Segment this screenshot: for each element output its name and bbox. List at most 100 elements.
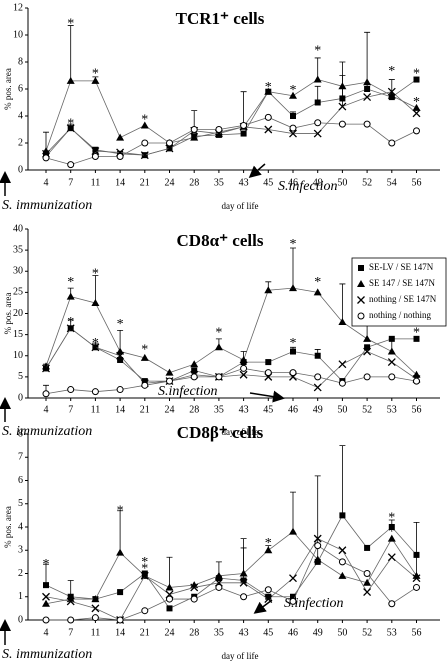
data-point bbox=[165, 144, 174, 153]
data-point bbox=[363, 588, 372, 597]
data-point bbox=[364, 344, 371, 351]
data-point bbox=[264, 113, 272, 121]
significance-star: * bbox=[314, 275, 321, 290]
data-point bbox=[412, 103, 421, 111]
infection-label: S.infection bbox=[158, 384, 218, 399]
data-point bbox=[240, 364, 248, 372]
data-point bbox=[215, 583, 223, 591]
significance-star: * bbox=[388, 64, 395, 79]
data-point bbox=[387, 553, 396, 562]
significance-star: * bbox=[141, 343, 148, 358]
x-tick-label: 49 bbox=[313, 627, 323, 638]
infection-arrow bbox=[248, 163, 266, 178]
data-point bbox=[190, 133, 199, 141]
data-point bbox=[166, 377, 173, 385]
data-point bbox=[91, 147, 100, 156]
error-bar bbox=[290, 247, 296, 289]
data-point bbox=[141, 381, 149, 389]
data-point bbox=[338, 317, 347, 325]
legend-box bbox=[351, 257, 447, 327]
significance-star: * bbox=[290, 336, 297, 351]
x-tick-label: 52 bbox=[362, 627, 372, 638]
error-bar bbox=[339, 445, 346, 516]
data-point bbox=[338, 571, 347, 579]
data-point bbox=[140, 121, 149, 129]
legend-label: SE 147 / SE 147N bbox=[369, 278, 436, 288]
data-point bbox=[141, 378, 148, 385]
y-axis-label: % pos. area bbox=[3, 293, 13, 335]
significance-star: * bbox=[388, 511, 395, 526]
x-tick-label: 4 bbox=[44, 177, 49, 188]
data-point bbox=[215, 126, 223, 133]
x-tick-label: 35 bbox=[214, 627, 224, 638]
y-tick-label: 0 bbox=[18, 164, 23, 175]
significance-star: * bbox=[92, 67, 99, 82]
error-bar bbox=[117, 510, 124, 553]
error-bar bbox=[67, 25, 74, 81]
series-line bbox=[45, 79, 417, 152]
x-tick-label: 35 bbox=[214, 177, 224, 188]
data-point bbox=[387, 358, 396, 367]
data-point bbox=[191, 367, 198, 374]
y-tick-label: 30 bbox=[13, 266, 23, 277]
series-line bbox=[45, 531, 417, 605]
data-point bbox=[116, 133, 125, 141]
significance-star: * bbox=[215, 326, 222, 341]
error-bar bbox=[166, 556, 173, 588]
x-tick-label: 46 bbox=[288, 177, 298, 188]
data-point bbox=[290, 348, 296, 355]
y-tick-label: 1 bbox=[18, 591, 23, 602]
y-tick-label: 6 bbox=[18, 475, 23, 486]
series-line bbox=[45, 91, 417, 156]
data-point bbox=[190, 360, 199, 368]
data-point bbox=[412, 109, 421, 118]
series-line bbox=[45, 327, 417, 382]
significance-star: * bbox=[388, 525, 395, 540]
data-point bbox=[313, 129, 322, 138]
data-point bbox=[92, 146, 99, 153]
error-bar bbox=[43, 563, 49, 586]
data-point bbox=[43, 582, 49, 589]
data-point bbox=[66, 292, 75, 300]
data-point bbox=[240, 577, 247, 584]
x-tick-label: 24 bbox=[165, 627, 175, 638]
y-tick-label: 25 bbox=[13, 287, 23, 298]
y-axis-label: % pos. area bbox=[3, 68, 13, 110]
data-point bbox=[264, 369, 272, 377]
data-point bbox=[66, 76, 75, 84]
data-point bbox=[67, 161, 75, 169]
data-point bbox=[239, 578, 248, 587]
data-point bbox=[42, 364, 50, 373]
significance-star: * bbox=[413, 67, 420, 82]
data-point bbox=[413, 583, 420, 591]
data-point bbox=[338, 360, 347, 369]
data-point bbox=[140, 353, 149, 361]
data-point bbox=[91, 298, 100, 306]
data-point bbox=[165, 583, 174, 591]
y-tick-label: 8 bbox=[18, 56, 23, 67]
data-point bbox=[338, 558, 346, 566]
y-tick-label: 10 bbox=[13, 350, 23, 361]
x-tick-label: 24 bbox=[165, 404, 175, 415]
data-point bbox=[264, 546, 273, 554]
x-tick-label: 11 bbox=[91, 404, 101, 415]
series-line bbox=[45, 514, 417, 609]
data-point bbox=[363, 373, 371, 381]
y-tick-label: 0 bbox=[18, 614, 23, 625]
y-tick-label: 10 bbox=[13, 29, 23, 40]
data-point bbox=[116, 347, 125, 355]
data-point bbox=[239, 370, 248, 379]
data-point bbox=[116, 351, 125, 360]
x-tick-label: 14 bbox=[115, 404, 125, 415]
x-tick-label: 24 bbox=[165, 177, 175, 188]
significance-star: * bbox=[117, 317, 124, 332]
data-point bbox=[338, 102, 347, 111]
data-point bbox=[339, 512, 346, 519]
infection-arrow bbox=[253, 599, 273, 614]
data-point bbox=[387, 91, 396, 99]
data-point bbox=[412, 370, 421, 378]
data-point bbox=[264, 286, 273, 294]
y-tick-label: 4 bbox=[18, 110, 23, 121]
series-line bbox=[45, 116, 417, 166]
